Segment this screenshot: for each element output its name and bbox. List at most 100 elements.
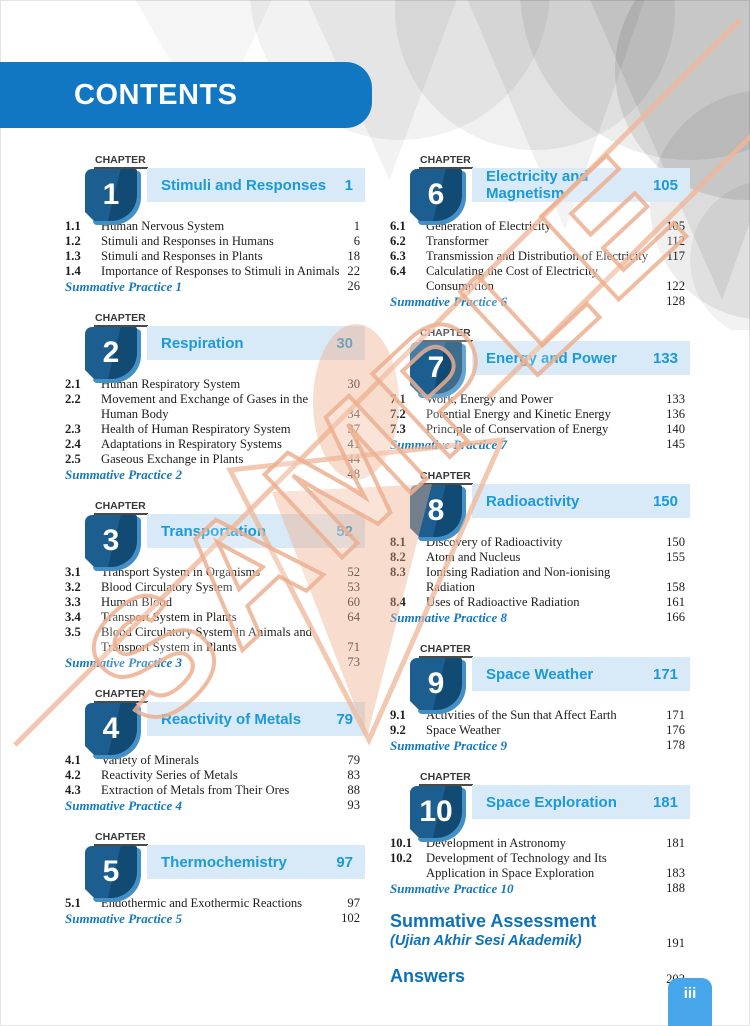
toc-row: 5.1 Endothermic and Exothermic Reactions 9… xyxy=(65,896,360,910)
chapter-label: CHAPTER xyxy=(94,689,148,703)
chapter-label: CHAPTER xyxy=(94,313,148,327)
chapter-label: CHAPTER xyxy=(419,644,473,658)
chapter-title-bar: Thermochemistry 97 xyxy=(147,845,365,879)
chapter-block-9: CHAPTER 9 Space Weather 171 9.1 Activitie… xyxy=(390,639,690,753)
backmatter-summative-assessment: Summative Assessment (Ujian Akhir Sesi A… xyxy=(390,910,690,951)
toc-row: 3.5 Blood Circulatory System in Animals a… xyxy=(65,625,360,654)
toc-column-left: CHAPTER 1 Stimuli and Responses 1 1.1 Hum… xyxy=(65,150,365,987)
chapter-title-bar: Energy and Power 133 xyxy=(472,341,690,375)
chapter-number-badge: 2 xyxy=(85,327,141,383)
chapter-title: Electricity and Magnetism xyxy=(486,168,589,202)
summative-assessment-subtitle: (Ujian Akhir Sesi Akademik) xyxy=(390,933,582,949)
page-title: CONTENTS xyxy=(0,62,372,128)
toc-columns: CHAPTER 1 Stimuli and Responses 1 1.1 Hum… xyxy=(65,150,690,987)
chapter-label: CHAPTER xyxy=(94,155,148,169)
toc-row: 7.3 Principle of Conservation of Energy 14… xyxy=(390,422,685,436)
answers-title: Answers xyxy=(390,966,466,986)
chapter-header: CHAPTER 4 Reactivity of Metals 79 xyxy=(65,684,365,759)
chapter-header: CHAPTER 6 Electricity and Magnetism 105 xyxy=(390,150,690,225)
chapter-label: CHAPTER xyxy=(419,471,473,485)
toc-row: 6.4 Calculating the Cost of Electricity Co… xyxy=(390,264,685,293)
summative-practice-row: Summative Practice 3 73 xyxy=(65,655,360,670)
chapter-number-badge: 9 xyxy=(410,658,466,714)
page-number-tab: iii xyxy=(668,978,712,1026)
summative-practice-row: Summative Practice 6 128 xyxy=(390,294,685,309)
chapter-block-6: CHAPTER 6 Electricity and Magnetism 105 … xyxy=(390,150,690,309)
chapter-start-page: 1 xyxy=(344,176,353,194)
chapter-label: CHAPTER xyxy=(419,772,473,786)
chapter-number-badge: 4 xyxy=(85,703,141,759)
chapter-block-3: CHAPTER 3 Transportation 52 3.1 Transport… xyxy=(65,496,365,670)
chapter-title: Space Weather xyxy=(486,665,594,683)
chapter-number-badge: 10 xyxy=(410,786,466,842)
summative-practice-row: Summative Practice 8 166 xyxy=(390,610,685,625)
toc-row: 4.3 Extraction of Metals from Their Ores 8… xyxy=(65,783,360,797)
chapter-block-1: CHAPTER 1 Stimuli and Responses 1 1.1 Hum… xyxy=(65,150,365,294)
toc-row: 6.2 Transformer 112 xyxy=(390,234,685,248)
toc-row: 10.2 Development of Technology and Its App… xyxy=(390,851,685,880)
chapter-header: CHAPTER 3 Transportation 52 xyxy=(65,496,365,571)
chapter-title: Energy and Power xyxy=(486,349,617,367)
toc-row: 4.1 Variety of Minerals 79 xyxy=(65,753,360,767)
toc-row: 8.2 Atom and Nucleus 155 xyxy=(390,550,685,564)
toc-row: 1.3 Stimuli and Responses in Plants 18 xyxy=(65,249,360,263)
summative-practice-row: Summative Practice 2 48 xyxy=(65,467,360,482)
chapter-title-bar: Reactivity of Metals 79 xyxy=(147,702,365,736)
toc-row: 10.1 Development in Astronomy 181 xyxy=(390,836,685,850)
chapter-start-page: 52 xyxy=(336,522,353,540)
summative-practice-row: Summative Practice 10 188 xyxy=(390,881,685,896)
chapter-header: CHAPTER 2 Respiration 30 xyxy=(65,308,365,383)
chapter-start-page: 105 xyxy=(652,176,678,194)
chapter-block-7: CHAPTER 7 Energy and Power 133 7.1 Work, … xyxy=(390,323,690,452)
toc-column-right: CHAPTER 6 Electricity and Magnetism 105 … xyxy=(390,150,690,987)
chapter-title: Transportation xyxy=(161,522,267,540)
toc-row: 9.2 Space Weather 176 xyxy=(390,723,685,737)
backmatter-answers: Answers 203 xyxy=(390,965,690,987)
chapter-start-page: 171 xyxy=(652,665,678,683)
chapter-header: CHAPTER 7 Energy and Power 133 xyxy=(390,323,690,398)
chapter-number-badge: 7 xyxy=(410,342,466,398)
chapter-label: CHAPTER xyxy=(419,155,473,169)
chapter-header: CHAPTER 9 Space Weather 171 xyxy=(390,639,690,714)
toc-row: 1.4 Importance of Responses to Stimuli in… xyxy=(65,264,360,278)
toc-row: 7.2 Potential Energy and Kinetic Energy 13… xyxy=(390,407,685,421)
chapter-title: Respiration xyxy=(161,334,244,352)
chapter-title: Reactivity of Metals xyxy=(161,710,302,728)
chapter-block-8: CHAPTER 8 Radioactivity 150 8.1 Discovery… xyxy=(390,466,690,625)
chapter-block-4: CHAPTER 4 Reactivity of Metals 79 4.1 Var… xyxy=(65,684,365,813)
chapter-label: CHAPTER xyxy=(94,832,148,846)
toc-row: 2.3 Health of Human Respiratory System 37 xyxy=(65,422,360,436)
chapter-title-bar: Space Weather 171 xyxy=(472,657,690,691)
toc-row: 3.2 Blood Circulatory System 53 xyxy=(65,580,360,594)
chapter-block-10: CHAPTER 10 Space Exploration 181 10.1 Dev… xyxy=(390,767,690,896)
chapter-start-page: 97 xyxy=(336,853,353,871)
chapter-header: CHAPTER 5 Thermochemistry 97 xyxy=(65,827,365,902)
summative-practice-row: Summative Practice 9 178 xyxy=(390,738,685,753)
chapter-title-bar: Radioactivity 150 xyxy=(472,484,690,518)
chapter-number-badge: 1 xyxy=(85,169,141,225)
toc-row: 3.3 Human Blood 60 xyxy=(65,595,360,609)
chapter-title-bar: Stimuli and Responses 1 xyxy=(147,168,365,202)
chapter-title: Thermochemistry xyxy=(161,853,287,871)
chapter-title-bar: Space Exploration 181 xyxy=(472,785,690,819)
chapter-title: Radioactivity xyxy=(486,492,580,510)
chapter-title: Space Exploration xyxy=(486,793,617,811)
chapter-title-bar: Respiration 30 xyxy=(147,326,365,360)
toc-row: 2.5 Gaseous Exchange in Plants 44 xyxy=(65,452,360,466)
summative-assessment-title: Summative Assessment xyxy=(390,911,597,931)
chapter-header: CHAPTER 10 Space Exploration 181 xyxy=(390,767,690,842)
chapter-start-page: 150 xyxy=(652,492,678,510)
chapter-start-page: 79 xyxy=(336,710,353,728)
chapter-title: Stimuli and Responses xyxy=(161,176,327,194)
chapter-title-bar: Transportation 52 xyxy=(147,514,365,548)
chapter-number-badge: 3 xyxy=(85,515,141,571)
chapter-number-badge: 6 xyxy=(410,169,466,225)
toc-row: 6.3 Transmission and Distribution of Elec… xyxy=(390,249,685,263)
summative-assessment-page: 191 xyxy=(666,936,685,950)
chapter-block-5: CHAPTER 5 Thermochemistry 97 5.1 Endother… xyxy=(65,827,365,926)
summative-practice-row: Summative Practice 4 93 xyxy=(65,798,360,813)
chapter-header: CHAPTER 8 Radioactivity 150 xyxy=(390,466,690,541)
chapter-label: CHAPTER xyxy=(94,501,148,515)
chapter-start-page: 181 xyxy=(652,793,678,811)
